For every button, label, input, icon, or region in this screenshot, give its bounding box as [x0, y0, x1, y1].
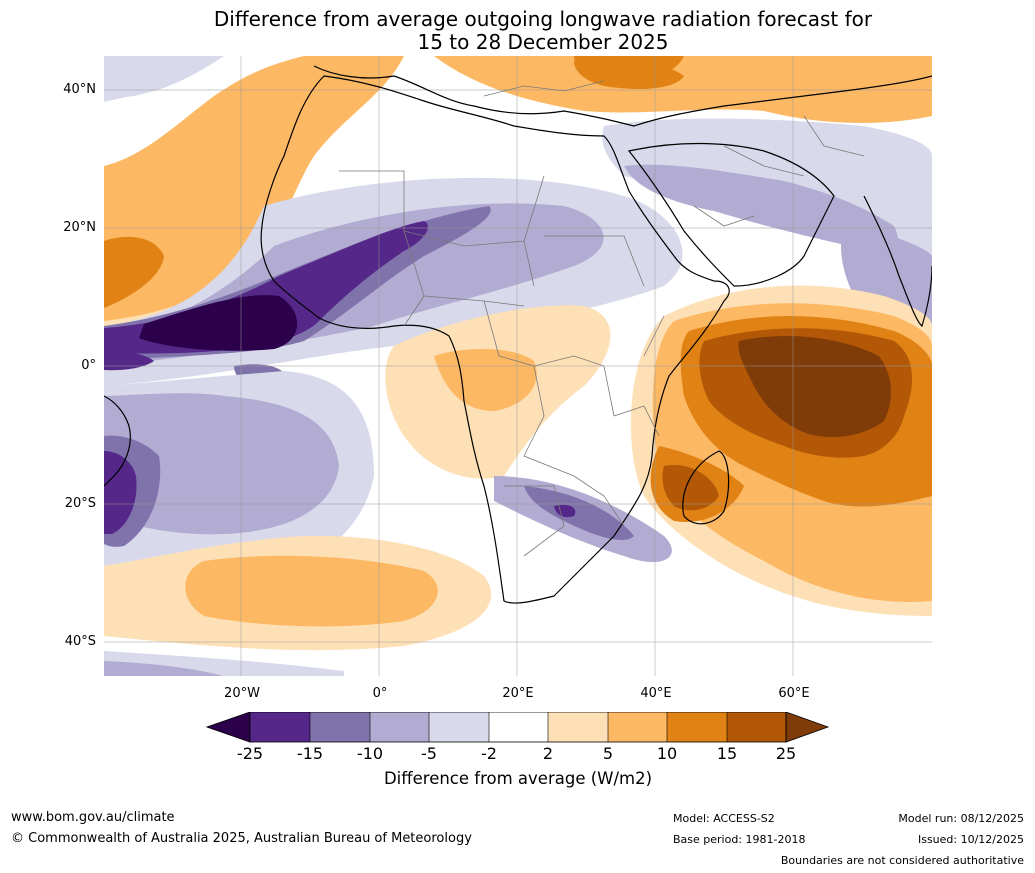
anomaly-lt-neg25-gulf-of-guinea — [139, 295, 298, 351]
model-run-date: Model run: 08/12/2025 — [898, 812, 1024, 825]
anomaly-neg5-2-north-atlantic — [104, 56, 224, 102]
anomaly-pos15-25-madagascar — [662, 465, 719, 511]
colorbar-tick: 2 — [542, 744, 554, 763]
colorbar-bin-15-25 — [727, 712, 786, 742]
lon-label-60e: 60°E — [778, 686, 810, 701]
colorbar-bin-2-5 — [548, 712, 608, 742]
colorbar-bin-neg5-neg2 — [429, 712, 489, 742]
colorbar-bin-neg25-neg15 — [250, 712, 310, 742]
colorbar-dividers — [309, 712, 728, 742]
map-title: Difference from average outgoing longwav… — [0, 8, 1035, 54]
anomaly-pos5-10-europe — [434, 56, 932, 123]
coastlines — [104, 65, 932, 604]
title-line-1: Difference from average outgoing longwav… — [213, 7, 873, 31]
anomaly-pos5-10-south-atlantic — [185, 555, 438, 627]
anomaly-pos5-10-north-atlantic — [104, 56, 404, 324]
colorbar-bin-neg15-neg10 — [310, 712, 370, 742]
anomaly-neg10-5-arabia — [624, 164, 898, 253]
lon-label-0: 0° — [372, 686, 388, 701]
colorbar-title: Difference from average (W/m2) — [383, 769, 653, 788]
colorbar-bin-10-15 — [667, 712, 727, 742]
anomaly-neg15-10-southern-africa — [524, 486, 634, 541]
country-borders — [339, 80, 865, 557]
anomaly-pos2-5-canary — [104, 261, 254, 338]
colorbar-bin-5-10 — [608, 712, 667, 742]
lat-label-20s: 20°S — [64, 496, 96, 511]
boundaries-note: Boundaries are not considered authoritat… — [780, 854, 1024, 867]
colorbar-arrow-high — [785, 712, 830, 743]
colorbar-arrow-low — [206, 712, 251, 743]
anomaly-gt25-indian-ocean — [738, 336, 891, 438]
lat-label-40n: 40°N — [63, 82, 96, 97]
olr-anomaly-map — [104, 56, 932, 676]
colorbar-tick: 10 — [656, 744, 678, 763]
map-svg — [104, 56, 932, 676]
africa-coastline — [260, 75, 730, 604]
arabia-coastline — [627, 142, 835, 287]
lon-label-20w: 20°W — [224, 686, 260, 701]
anomaly-neg10-5-south-atlantic — [104, 393, 339, 535]
colorbar-tick: 5 — [602, 744, 614, 763]
anomaly-neg25-15-angola-coast — [104, 451, 137, 534]
colorbar-tick: -5 — [421, 744, 437, 763]
copyright-text: © Commonwealth of Australia 2025, Austra… — [11, 831, 472, 846]
title-line-2: 15 to 28 December 2025 — [417, 30, 669, 54]
anomaly-neg25-15-equatorial-west — [104, 351, 154, 371]
map-gridlines — [104, 56, 932, 676]
colorbar-outline — [249, 712, 787, 743]
europe-coastline — [313, 65, 932, 127]
colorbar-tick: 15 — [716, 744, 738, 763]
colorbar-bin-neg2-2 — [489, 712, 548, 742]
madagascar-coastline — [682, 450, 730, 525]
colorbar-tick: -25 — [236, 744, 264, 763]
website-link[interactable]: www.bom.gov.au/climate — [11, 810, 175, 825]
colorbar-tick: 25 — [775, 744, 797, 763]
lon-label-40e: 40°E — [640, 686, 672, 701]
colorbar-tick: -2 — [481, 744, 497, 763]
colorbar-bin-neg10-neg5 — [370, 712, 429, 742]
lon-label-20e: 20°E — [502, 686, 534, 701]
india-coastline — [863, 195, 932, 328]
colorbar-tick: -15 — [296, 744, 324, 763]
anomaly-neg10-5-southern-ocean — [104, 661, 224, 676]
lat-label-40s: 40°S — [64, 634, 96, 649]
anomaly-pos10-15-north-atlantic — [104, 236, 164, 308]
anomaly-neg5-2-subtropical-atlantic — [104, 86, 194, 161]
colorbar-tick: -10 — [356, 744, 384, 763]
lat-label-20n: 20°N — [63, 220, 96, 235]
south-america-coastline — [104, 395, 131, 487]
lat-label-0: 0° — [81, 358, 96, 373]
issued-date: Issued: 10/12/2025 — [917, 833, 1024, 846]
model-name: Model: ACCESS-S2 — [673, 812, 775, 825]
colorbar — [206, 712, 830, 743]
base-period: Base period: 1981-2018 — [673, 833, 806, 846]
